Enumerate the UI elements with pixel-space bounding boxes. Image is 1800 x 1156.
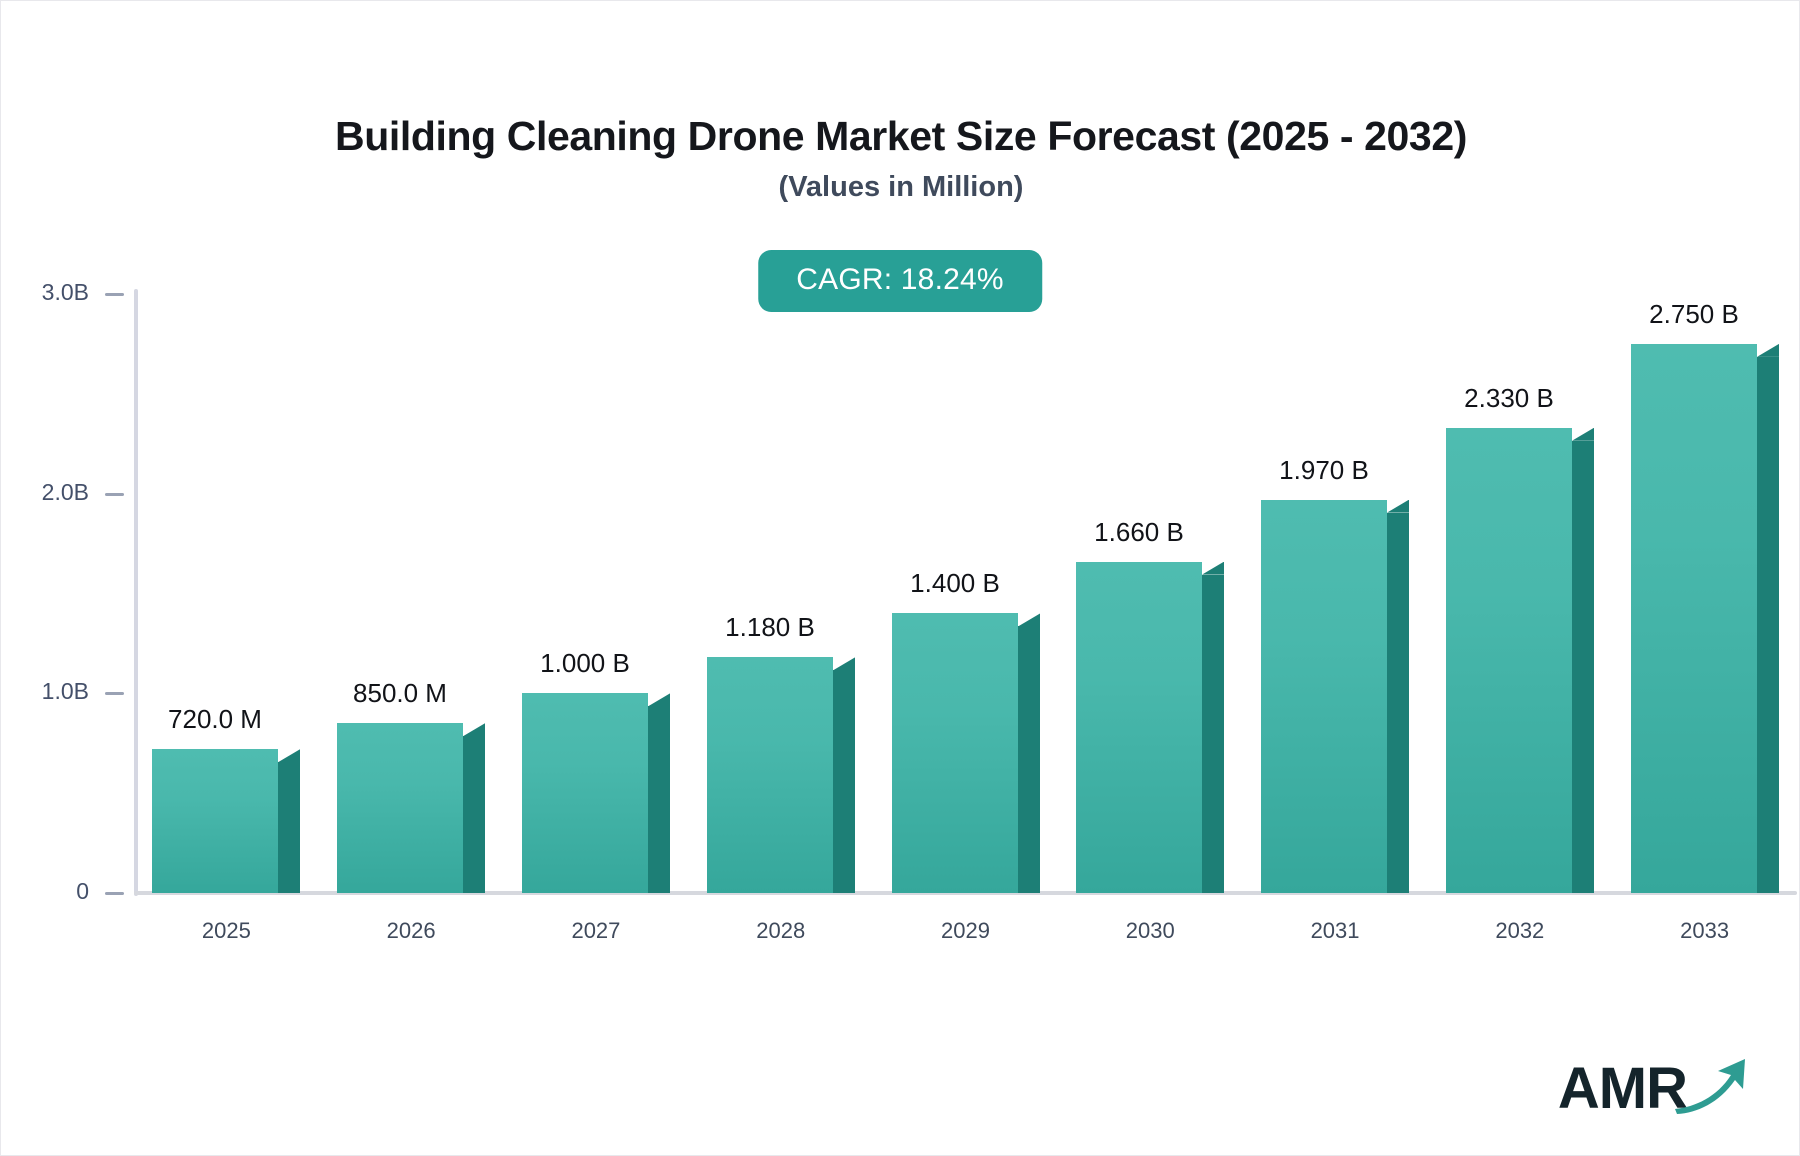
bar-side-bevel (1018, 613, 1040, 627)
y-tick-mark (105, 692, 124, 696)
bar-value-label: 720.0 M (168, 704, 262, 735)
bar-side-bevel (1757, 343, 1779, 357)
bar-value-label: 1.400 B (910, 568, 1000, 599)
x-tick-label: 2031 (1310, 918, 1360, 943)
bar-value-label: 850.0 M (353, 678, 447, 709)
amr-logo-text: AMR (1557, 1056, 1688, 1121)
x-tick-label: 2028 (756, 918, 806, 943)
x-tick-label: 2030 (1125, 918, 1175, 943)
y-tick-label: 2.0B (41, 478, 89, 505)
bar-value-label: 2.750 B (1649, 298, 1739, 329)
growth-arrow-icon (1675, 1059, 1745, 1114)
bar-face (1446, 427, 1572, 893)
x-tick-label: 2029 (941, 918, 990, 943)
bar-value-label: 1.660 B (1094, 516, 1184, 547)
bar-side (1202, 574, 1224, 893)
y-tick-label: 3.0B (41, 279, 89, 305)
bar-value-label: 2.330 B (1464, 382, 1554, 413)
bar-side (1757, 356, 1779, 893)
bar-value-label: 1.000 B (540, 648, 630, 679)
bar-face (1631, 343, 1757, 893)
y-tick-label: 1.0B (41, 678, 89, 705)
bar: 1.000 B (522, 648, 670, 893)
x-tick-label: 2026 (386, 918, 436, 943)
y-axis-line (134, 289, 138, 896)
x-tick-label: 2025 (201, 918, 251, 943)
y-tick-mark (105, 293, 124, 296)
bar-side (833, 670, 855, 893)
bar-side (278, 762, 300, 893)
bar-value-label: 1.180 B (725, 612, 815, 643)
y-tick-label: 0 (76, 878, 89, 904)
page-title: Building Cleaning Drone Market Size Fore… (335, 113, 1467, 159)
bar: 1.400 B (892, 568, 1040, 893)
bar-side-bevel (463, 723, 485, 737)
bar-face (522, 693, 648, 893)
bar: 850.0 M (337, 678, 485, 893)
bar-side (648, 706, 670, 893)
bar-face (337, 723, 463, 893)
bar-side (463, 736, 485, 893)
bar-value-label: 1.970 B (1279, 454, 1369, 485)
bar-face (152, 749, 278, 893)
bar-face (892, 613, 1018, 893)
bar-side-bevel (1572, 427, 1594, 441)
amr-logo: AMR (1558, 1057, 1751, 1121)
bar-side (1572, 440, 1594, 893)
cagr-badge: CAGR: 18.24% (758, 250, 1042, 312)
bar-side-bevel (1202, 561, 1224, 575)
bar: 720.0 M (152, 704, 300, 893)
bar-side-bevel (1387, 499, 1409, 513)
bar: 1.660 B (1076, 517, 1224, 893)
bar-side (1387, 512, 1409, 893)
bar-face (707, 657, 833, 893)
x-tick-label: 2033 (1680, 918, 1730, 943)
bar-face (1261, 499, 1387, 893)
bar-side-bevel (833, 657, 855, 671)
bar: 2.750 B (1631, 299, 1779, 893)
x-tick-label: 2032 (1495, 918, 1545, 943)
bar: 1.970 B (1261, 455, 1409, 893)
x-axis-line (134, 891, 1797, 895)
bar-side-bevel (648, 693, 670, 707)
bar-face (1076, 561, 1202, 893)
bar-side (1018, 626, 1040, 893)
bar: 2.330 B (1446, 383, 1594, 893)
y-tick-mark (105, 492, 124, 496)
y-tick-mark (105, 892, 124, 895)
bar: 1.180 B (707, 612, 855, 893)
x-tick-label: 2027 (571, 918, 621, 943)
page-subtitle: (Values in Million) (778, 171, 1024, 203)
bar-side-bevel (278, 749, 300, 763)
